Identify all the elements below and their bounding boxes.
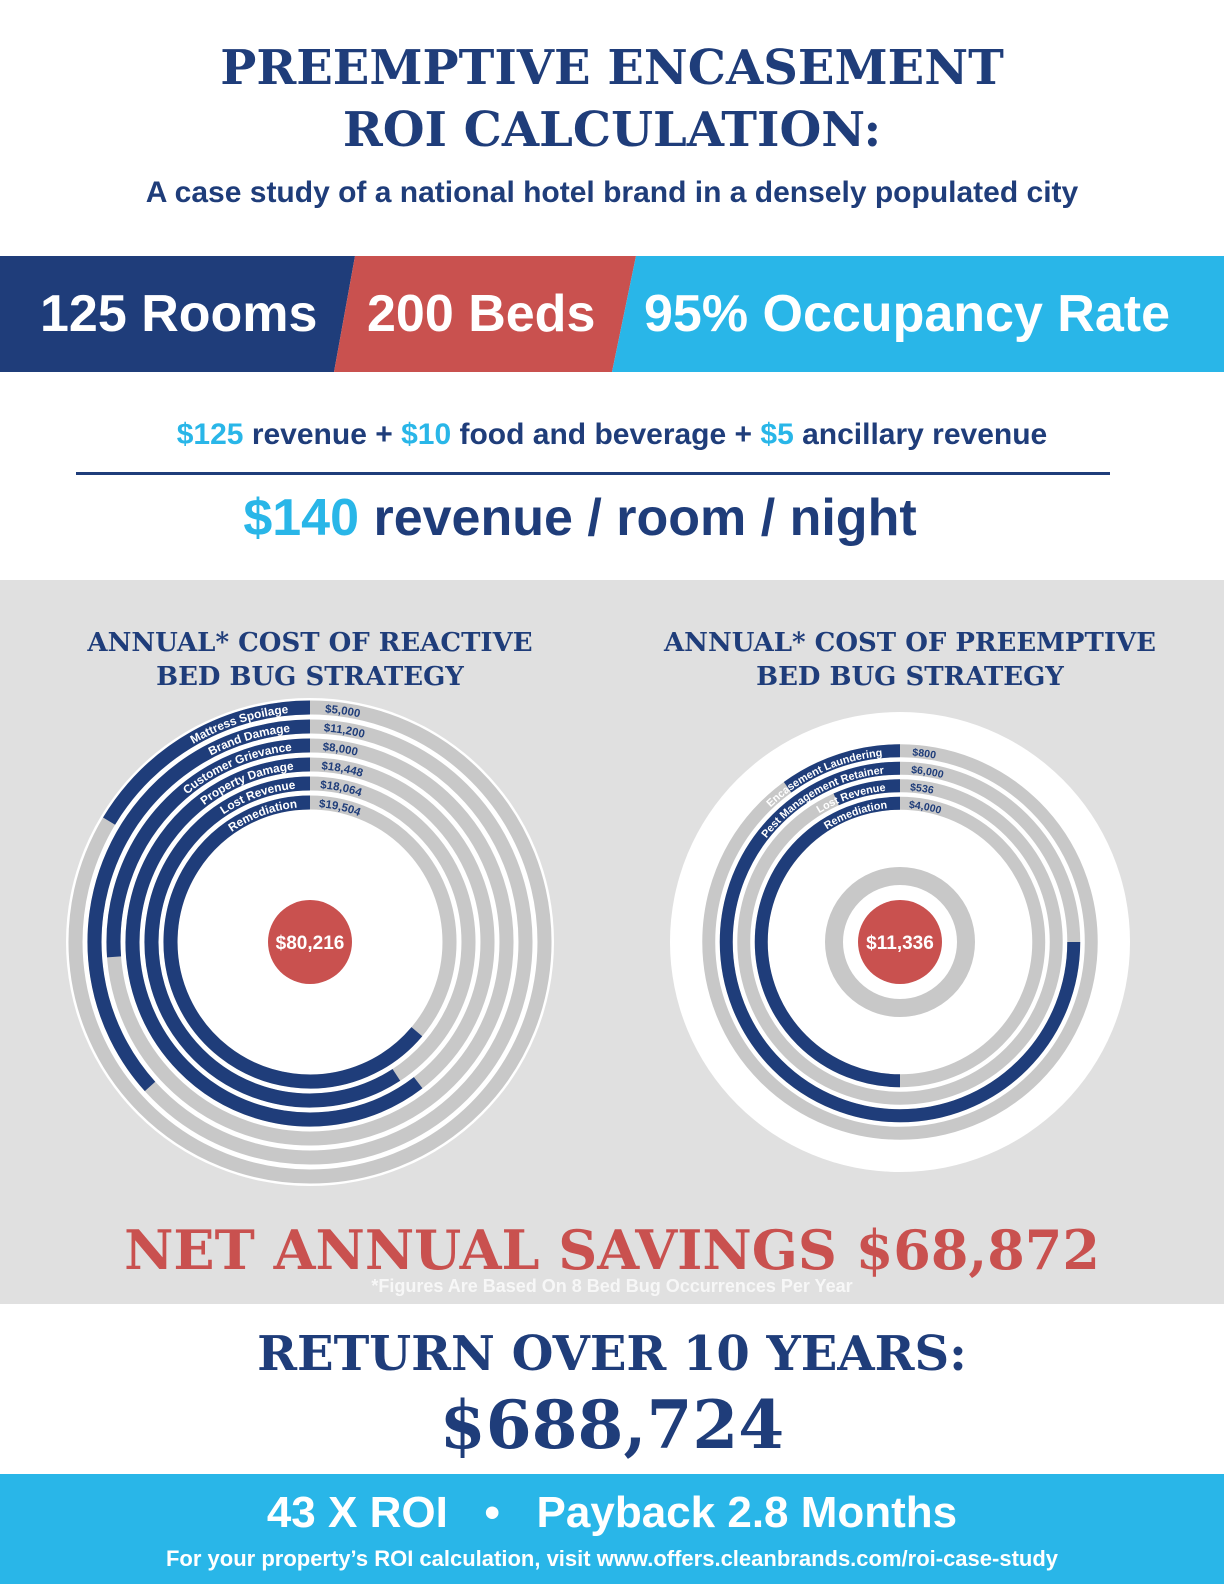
revenue-total: $140 revenue / room / night [0,488,1160,548]
return-label: RETURN OVER 10 YEARS: [257,1326,967,1382]
ancillary-label: ancillary revenue [793,418,1048,451]
value-label-mattress-spoilage: $5,000 [325,703,362,720]
bar-mattress-spoilage [103,700,311,825]
reactive-chart-title-line2: BED BUG STRATEGY [156,662,464,692]
bar-lost-revenue [144,776,401,1108]
revenue-total-value: $140 [243,489,360,547]
footer-band [0,1474,1224,1584]
occupancy-segment [612,256,1224,372]
net-savings: NET ANNUAL SAVINGS $68,872 [0,1218,1224,1282]
food-beverage-label: food and beverage + [451,418,761,451]
preemptive-chart-title: ANNUAL* COST OF PREEMPTIVE BED BUG STRAT… [640,626,1180,694]
room-revenue-value: $125 [176,418,244,451]
net-savings-value: $68,872 [855,1218,1100,1282]
revenue-total-label: revenue / room / night [359,489,917,547]
preemptive-chart-title-line2: BED BUG STRATEGY [756,662,1064,692]
net-savings-label: NET ANNUAL SAVINGS [124,1218,856,1282]
stats-band: 125 Rooms 200 Beds 95% Occupancy Rate [0,256,1224,372]
stat-rooms: 125 Rooms [40,285,318,343]
preemptive-chart-title-line1: ANNUAL* COST OF PREEMPTIVE [664,628,1156,658]
stat-beds: 200 Beds [367,285,596,343]
ancillary-value: $5 [760,418,794,451]
stat-occupancy: 95% Occupancy Rate [644,285,1171,343]
bar-encasement-laundering [783,744,901,793]
footnote: *Figures Are Based On 8 Bed Bug Occurren… [371,1276,853,1296]
beds-segment [334,256,636,372]
page-subtitle: A case study of a national hotel brand i… [145,176,1079,209]
reactive-total-label: $80,216 [276,933,345,954]
total-disc [858,900,942,984]
revenue-breakdown: $125 revenue + $10 food and beverage + $… [0,418,1224,452]
bar-lost-revenue [833,779,901,806]
bar-property-damage [125,757,423,1127]
bar-customer-grievance [106,738,311,958]
return-value: $688,724 [439,1386,785,1464]
inner-track [825,867,975,1017]
rooms-segment [0,256,355,372]
total-disc [268,900,352,984]
reactive-chart-title: ANNUAL* COST OF REACTIVE BED BUG STRATEG… [40,626,580,694]
bar-remediation [754,796,901,1088]
bar-remediation [163,795,423,1089]
food-beverage-value: $10 [401,418,452,451]
page-title-line1: PREEMPTIVE ENCASEMENT [220,40,1004,96]
bar-brand-damage [87,719,311,1092]
stats-band-background [0,256,1224,372]
divider [76,472,1110,475]
roi-summary: 43 X ROI • Payback 2.8 Months [266,1488,958,1537]
bar-pest-management-retainer [719,761,1081,1123]
visit-link[interactable]: For your property’s ROI calculation, vis… [165,1546,1059,1571]
preemptive-total-label: $11,336 [866,933,934,954]
room-revenue-label: revenue + [243,418,402,451]
reactive-chart-title-line1: ANNUAL* COST OF REACTIVE [87,628,533,658]
page-title-line2: ROI CALCULATION: [342,102,882,158]
